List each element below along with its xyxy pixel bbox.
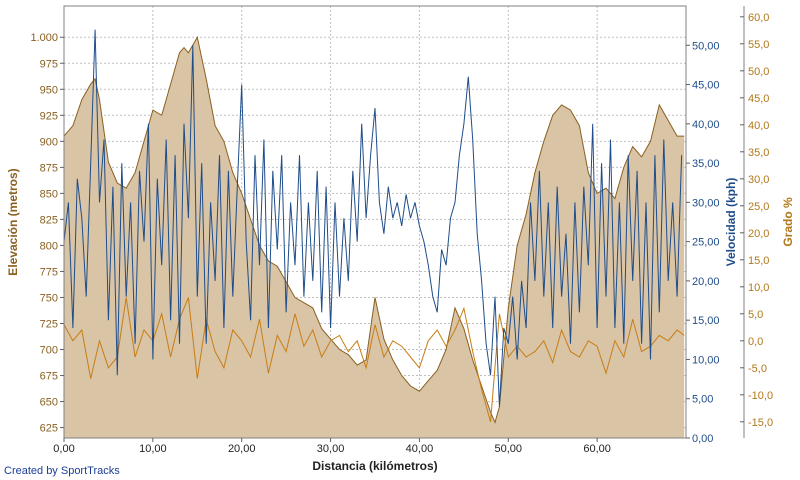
- speed-tick-label: 35,00: [692, 158, 720, 170]
- grade-tick-label: 25,0: [748, 201, 769, 213]
- elevation-tick-label: 975: [40, 58, 58, 70]
- grade-tick-label: 15,0: [748, 255, 769, 267]
- elevation-tick-label: 875: [40, 162, 58, 174]
- elevation-tick-label: 900: [40, 136, 58, 148]
- grade-tick-label: -5,0: [748, 363, 767, 375]
- elevation-tick-label: 625: [40, 423, 58, 435]
- grade-tick-label: 40,0: [748, 120, 769, 132]
- elevation-line: [63, 35, 685, 424]
- x-tick-label: 50,00: [495, 443, 523, 455]
- x-tick-label: 20,00: [228, 443, 256, 455]
- speed-axis-title: Velocidad (kph): [724, 178, 738, 267]
- speed-line: [63, 29, 683, 407]
- grade-tick-label: 50,0: [748, 66, 769, 78]
- elevation-tick-label: 750: [40, 292, 58, 304]
- elevation-tick-label: 850: [40, 188, 58, 200]
- elevation-tick-label: 650: [40, 397, 58, 409]
- elevation-tick-label: 725: [40, 318, 58, 330]
- elevation-tick-label: 775: [40, 266, 58, 278]
- speed-tick-label: 25,00: [692, 237, 720, 249]
- sporttracks-credit: Created by SportTracks: [4, 465, 120, 477]
- speed-tick-label: 40,00: [692, 119, 720, 131]
- speed-tick-label: 20,00: [692, 276, 720, 288]
- grade-tick-label: 0,0: [748, 336, 763, 348]
- speed-tick-label: 0,00: [692, 433, 713, 445]
- grade-tick-label: 55,0: [748, 39, 769, 51]
- x-tick-label: 10,00: [139, 443, 167, 455]
- grade-tick-label: 20,0: [748, 228, 769, 240]
- x-tick-label: 40,00: [406, 443, 434, 455]
- grade-tick-label: -15,0: [748, 417, 773, 429]
- grade-tick-label: 30,0: [748, 174, 769, 186]
- plot-border: [63, 5, 687, 439]
- elevation-axis-title: Elevación (metros): [6, 168, 20, 275]
- elevation-area: [64, 37, 685, 438]
- x-tick-label: 60,00: [583, 443, 611, 455]
- elevation-tick-label: 800: [40, 240, 58, 252]
- speed-tick-label: 10,00: [692, 354, 720, 366]
- x-axis-title: Distancia (kilómetros): [312, 459, 437, 473]
- grade-tick-label: -10,0: [748, 390, 773, 402]
- speed-tick-label: 50,00: [692, 40, 720, 52]
- speed-tick-label: 30,00: [692, 197, 720, 209]
- speed-tick-label: 45,00: [692, 80, 720, 92]
- speed-tick-label: 5,00: [692, 394, 713, 406]
- grade-tick-label: 10,0: [748, 282, 769, 294]
- grade-tick-label: 5,0: [748, 309, 763, 321]
- x-tick-label: 30,00: [317, 443, 345, 455]
- grade-tick-label: 45,0: [748, 93, 769, 105]
- elevation-tick-label: 825: [40, 214, 58, 226]
- elevation-tick-label: 1.000: [30, 32, 58, 44]
- elevation-tick-label: 925: [40, 110, 58, 122]
- grade-tick-label: 35,0: [748, 147, 769, 159]
- grade-axis-title: Grado %: [781, 197, 795, 247]
- x-tick-label: 0,00: [53, 443, 74, 455]
- speed-tick-label: 15,00: [692, 315, 720, 327]
- elevation-tick-label: 675: [40, 371, 58, 383]
- grade-tick-label: 60,0: [748, 12, 769, 24]
- grade-line: [63, 297, 685, 422]
- elevation-tick-label: 700: [40, 345, 58, 357]
- elevation-tick-label: 950: [40, 84, 58, 96]
